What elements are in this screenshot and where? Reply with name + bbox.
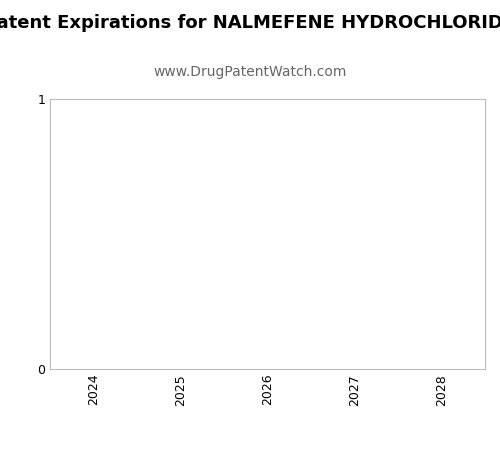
Text: Patent Expirations for NALMEFENE HYDROCHLORIDE: Patent Expirations for NALMEFENE HYDROCH… [0,14,500,32]
Text: www.DrugPatentWatch.com: www.DrugPatentWatch.com [154,65,346,79]
